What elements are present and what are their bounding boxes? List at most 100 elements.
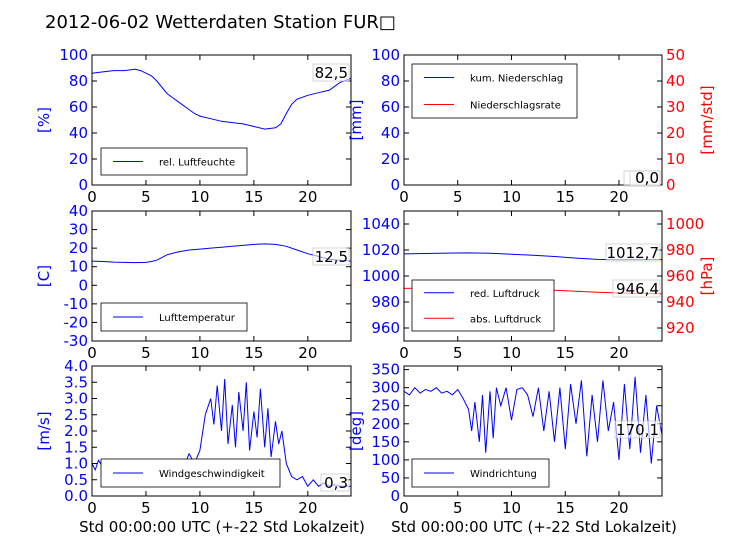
value-annotation-box — [312, 63, 350, 82]
y-tick-label: 40 — [381, 124, 400, 142]
y-tick-label: 0 — [390, 487, 400, 505]
y-right-tick-label: 980 — [666, 241, 695, 259]
legend: Lufttemperatur — [100, 302, 248, 332]
x-tick-label: 20 — [298, 188, 317, 206]
y-axis-label: [C] — [35, 265, 53, 287]
value-annotation: 12,5 — [312, 247, 350, 266]
panel-bottom-left: 0 5 10 15 20 0.00.51.01.52.02.53.03.54.0 [m/s]… — [35, 357, 352, 517]
x-tick-label: 0 — [399, 188, 409, 206]
value-annotation: 170,1 — [614, 420, 661, 439]
y-tick-label: 4.0 — [64, 357, 88, 375]
y-axis-label: [deg] — [347, 411, 365, 451]
y-right-tick-label: 40 — [666, 72, 685, 90]
value-annotation-text: 1012,7 — [607, 244, 660, 262]
panel-bottom-right: 0 5 10 15 20050100150200250300350[deg]Windri… — [347, 361, 663, 517]
value-annotation: 946,4 — [612, 279, 661, 298]
y-right-tick-label: 0 — [666, 176, 676, 194]
x-tick-label: 5 — [453, 499, 463, 517]
y-tick-label: 100 — [371, 451, 400, 469]
panel-middle-right: 0 5 10 15 20 960 980 1000 1020 1040 920 940 960 980 10… — [362, 210, 716, 362]
value-annotation: 0,3 — [320, 473, 350, 492]
y-tick-label: 30 — [69, 221, 88, 239]
x-tick-label: 20 — [298, 499, 317, 517]
x-tick-label: 5 — [453, 344, 463, 362]
x-axis-label-right: Std 00:00:00 UTC (+-22 Std Lokalzeit) — [391, 518, 677, 536]
y-right-tick-label: 20 — [666, 124, 685, 142]
y-tick-label: 2.0 — [64, 422, 88, 440]
value-annotation-text: 946,4 — [616, 280, 659, 298]
legend-label: kum. Niederschlag — [470, 74, 563, 85]
y-tick-label: 250 — [371, 397, 400, 415]
y-right-tick-label: 960 — [666, 267, 695, 285]
axes-frame — [403, 365, 663, 497]
y-tick-label: 20 — [69, 150, 88, 168]
value-annotation-box — [612, 279, 661, 298]
y-tick-label: 1.5 — [64, 438, 88, 456]
y-axis-label: [%] — [35, 107, 53, 133]
y-tick-label: 0.0 — [64, 487, 88, 505]
y-tick-label: 3.5 — [64, 373, 88, 391]
x-tick-label: 0 — [399, 499, 409, 517]
x-tick-label: 10 — [190, 344, 209, 362]
y-tick-label: 1020 — [362, 241, 400, 259]
value-annotation-box — [629, 170, 661, 187]
y-tick-label: 980 — [371, 293, 400, 311]
x-axis-label-left: Std 00:00:00 UTC (+-22 Std Lokalzeit) — [79, 518, 365, 536]
x-tick-label: 15 — [244, 499, 263, 517]
y-right-tick-label: 50 — [666, 46, 685, 64]
x-tick-label: 10 — [502, 344, 521, 362]
y-tick-label: 300 — [371, 379, 400, 397]
x-tick-label: 0 — [399, 344, 409, 362]
y-tick-label: -30 — [64, 332, 89, 350]
y-tick-label: 150 — [371, 433, 400, 451]
series-line-0 — [92, 68, 351, 130]
y-tick-label: 100 — [59, 46, 88, 64]
x-tick-label: 0 — [87, 499, 97, 517]
value-annotation: 0,0 — [629, 169, 661, 187]
y-tick-label: 40 — [69, 202, 88, 220]
x-tick-label: 20 — [609, 188, 628, 206]
y-tick-label: 100 — [371, 46, 400, 64]
axes-frame — [91, 54, 352, 186]
x-tick-label: 10 — [190, 499, 209, 517]
y-axis-label: [m/s] — [35, 411, 53, 450]
x-tick-label: 15 — [556, 499, 575, 517]
value-annotation: 82,5 — [312, 63, 350, 82]
y-tick-label: 0 — [78, 276, 88, 294]
y-tick-label: 1040 — [362, 215, 400, 233]
y-right-tick-label: 10 — [666, 150, 685, 168]
y-axis-label-right: [hPa] — [698, 257, 716, 296]
value-annotation-box — [320, 473, 350, 492]
y-tick-label: 2.5 — [64, 406, 88, 424]
y-tick-label: 960 — [371, 319, 400, 337]
y-tick-label: -20 — [64, 313, 89, 331]
x-tick-label: 0 — [87, 344, 97, 362]
legend-label: Windrichtung — [470, 469, 537, 480]
x-tick-label: 15 — [244, 188, 263, 206]
y-tick-label: 20 — [381, 150, 400, 168]
x-tick-label: 15 — [556, 344, 575, 362]
x-tick-label: 15 — [244, 344, 263, 362]
y-right-tick-label: 30 — [666, 98, 685, 116]
panel-top-left: 0 5 10 15 20 0 20 40 60 80 100 [%] rel. Luftfeuchte 8… — [35, 46, 352, 206]
legend: Windgeschwindigkeit — [100, 458, 281, 488]
axes-frame — [91, 210, 352, 342]
x-tick-label: 20 — [298, 344, 317, 362]
legend-label: red. Luftdruck — [470, 289, 540, 300]
legend-label: abs. Luftdruck — [470, 314, 541, 325]
y-tick-label: 1000 — [362, 267, 400, 285]
x-tick-label: 5 — [141, 499, 151, 517]
y-tick-label: 0.5 — [64, 471, 88, 489]
legend-box — [411, 279, 555, 332]
value-annotation-text: 0,0 — [635, 169, 659, 187]
legend: kum. Niederschlag Niederschlagsrate — [411, 63, 578, 119]
y-tick-label: 10 — [69, 258, 88, 276]
y-tick-label: 0 — [390, 176, 400, 194]
y-axis-label: [mm] — [347, 100, 365, 141]
legend: Windrichtung — [411, 458, 550, 488]
axes-frame — [403, 54, 663, 186]
legend-box — [411, 63, 578, 119]
x-tick-label: 10 — [190, 188, 209, 206]
value-annotation-text: 0,3 — [324, 474, 348, 492]
